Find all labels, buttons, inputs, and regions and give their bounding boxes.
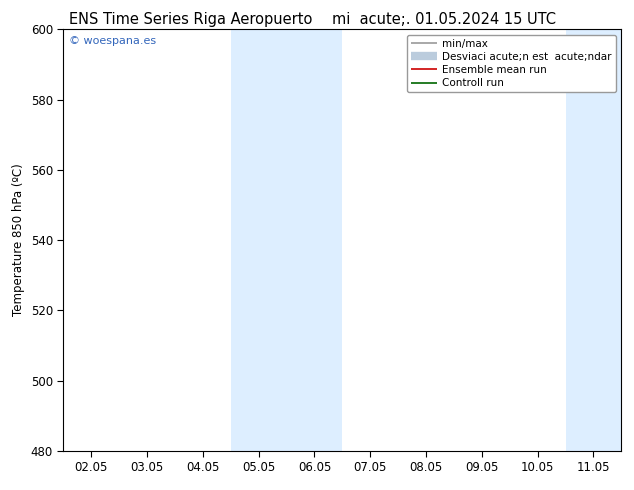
Bar xyxy=(566,29,621,451)
Text: © woespana.es: © woespana.es xyxy=(69,36,156,46)
Bar xyxy=(231,29,342,451)
Legend: min/max, Desviaci acute;n est  acute;ndar, Ensemble mean run, Controll run: min/max, Desviaci acute;n est acute;ndar… xyxy=(407,35,616,92)
Text: ENS Time Series Riga Aeropuerto: ENS Time Series Riga Aeropuerto xyxy=(68,12,312,27)
Y-axis label: Temperature 850 hPa (ºC): Temperature 850 hPa (ºC) xyxy=(12,164,25,317)
Text: mi  acute;. 01.05.2024 15 UTC: mi acute;. 01.05.2024 15 UTC xyxy=(332,12,556,27)
